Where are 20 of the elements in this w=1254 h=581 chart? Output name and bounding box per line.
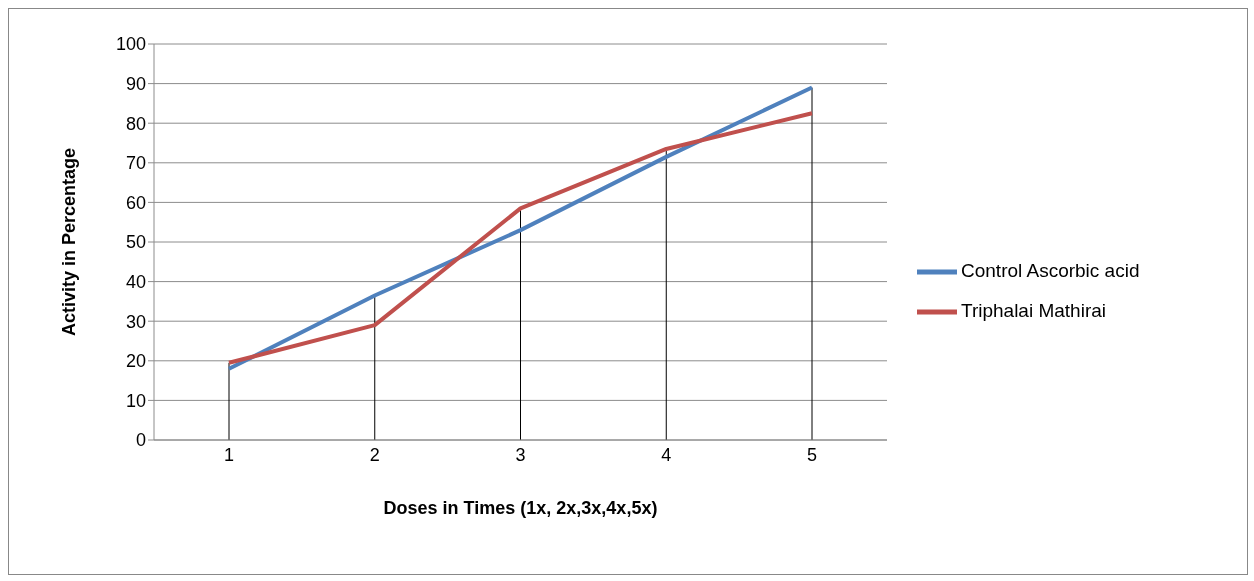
y-tick-label: 100 [115, 34, 146, 55]
legend-label: Control Ascorbic acid [961, 259, 1140, 281]
y-tick-label: 30 [125, 311, 146, 332]
y-tick-label: 60 [125, 192, 146, 213]
y-tick-label: 20 [125, 351, 146, 372]
y-tick-label: 50 [125, 232, 146, 253]
x-tick-label: 3 [515, 444, 526, 465]
y-tick-label: 70 [125, 153, 146, 174]
x-tick-label: 2 [369, 444, 380, 465]
x-tick-label: 1 [223, 444, 235, 465]
legend-label: Triphalai Mathirai [961, 299, 1107, 321]
x-axis-title: Doses in Times (1x, 2x,3x,4x,5x) [383, 498, 658, 518]
y-tick-label: 80 [125, 113, 146, 134]
y-tick-label: 10 [125, 390, 146, 411]
y-axis-title: Activity in Percentage [59, 147, 80, 337]
x-tick-label: 4 [661, 444, 672, 465]
y-tick-label: 40 [125, 271, 146, 292]
y-tick-label: 90 [125, 73, 146, 94]
y-tick-label: 0 [135, 430, 146, 451]
x-tick-label: 5 [806, 444, 818, 465]
